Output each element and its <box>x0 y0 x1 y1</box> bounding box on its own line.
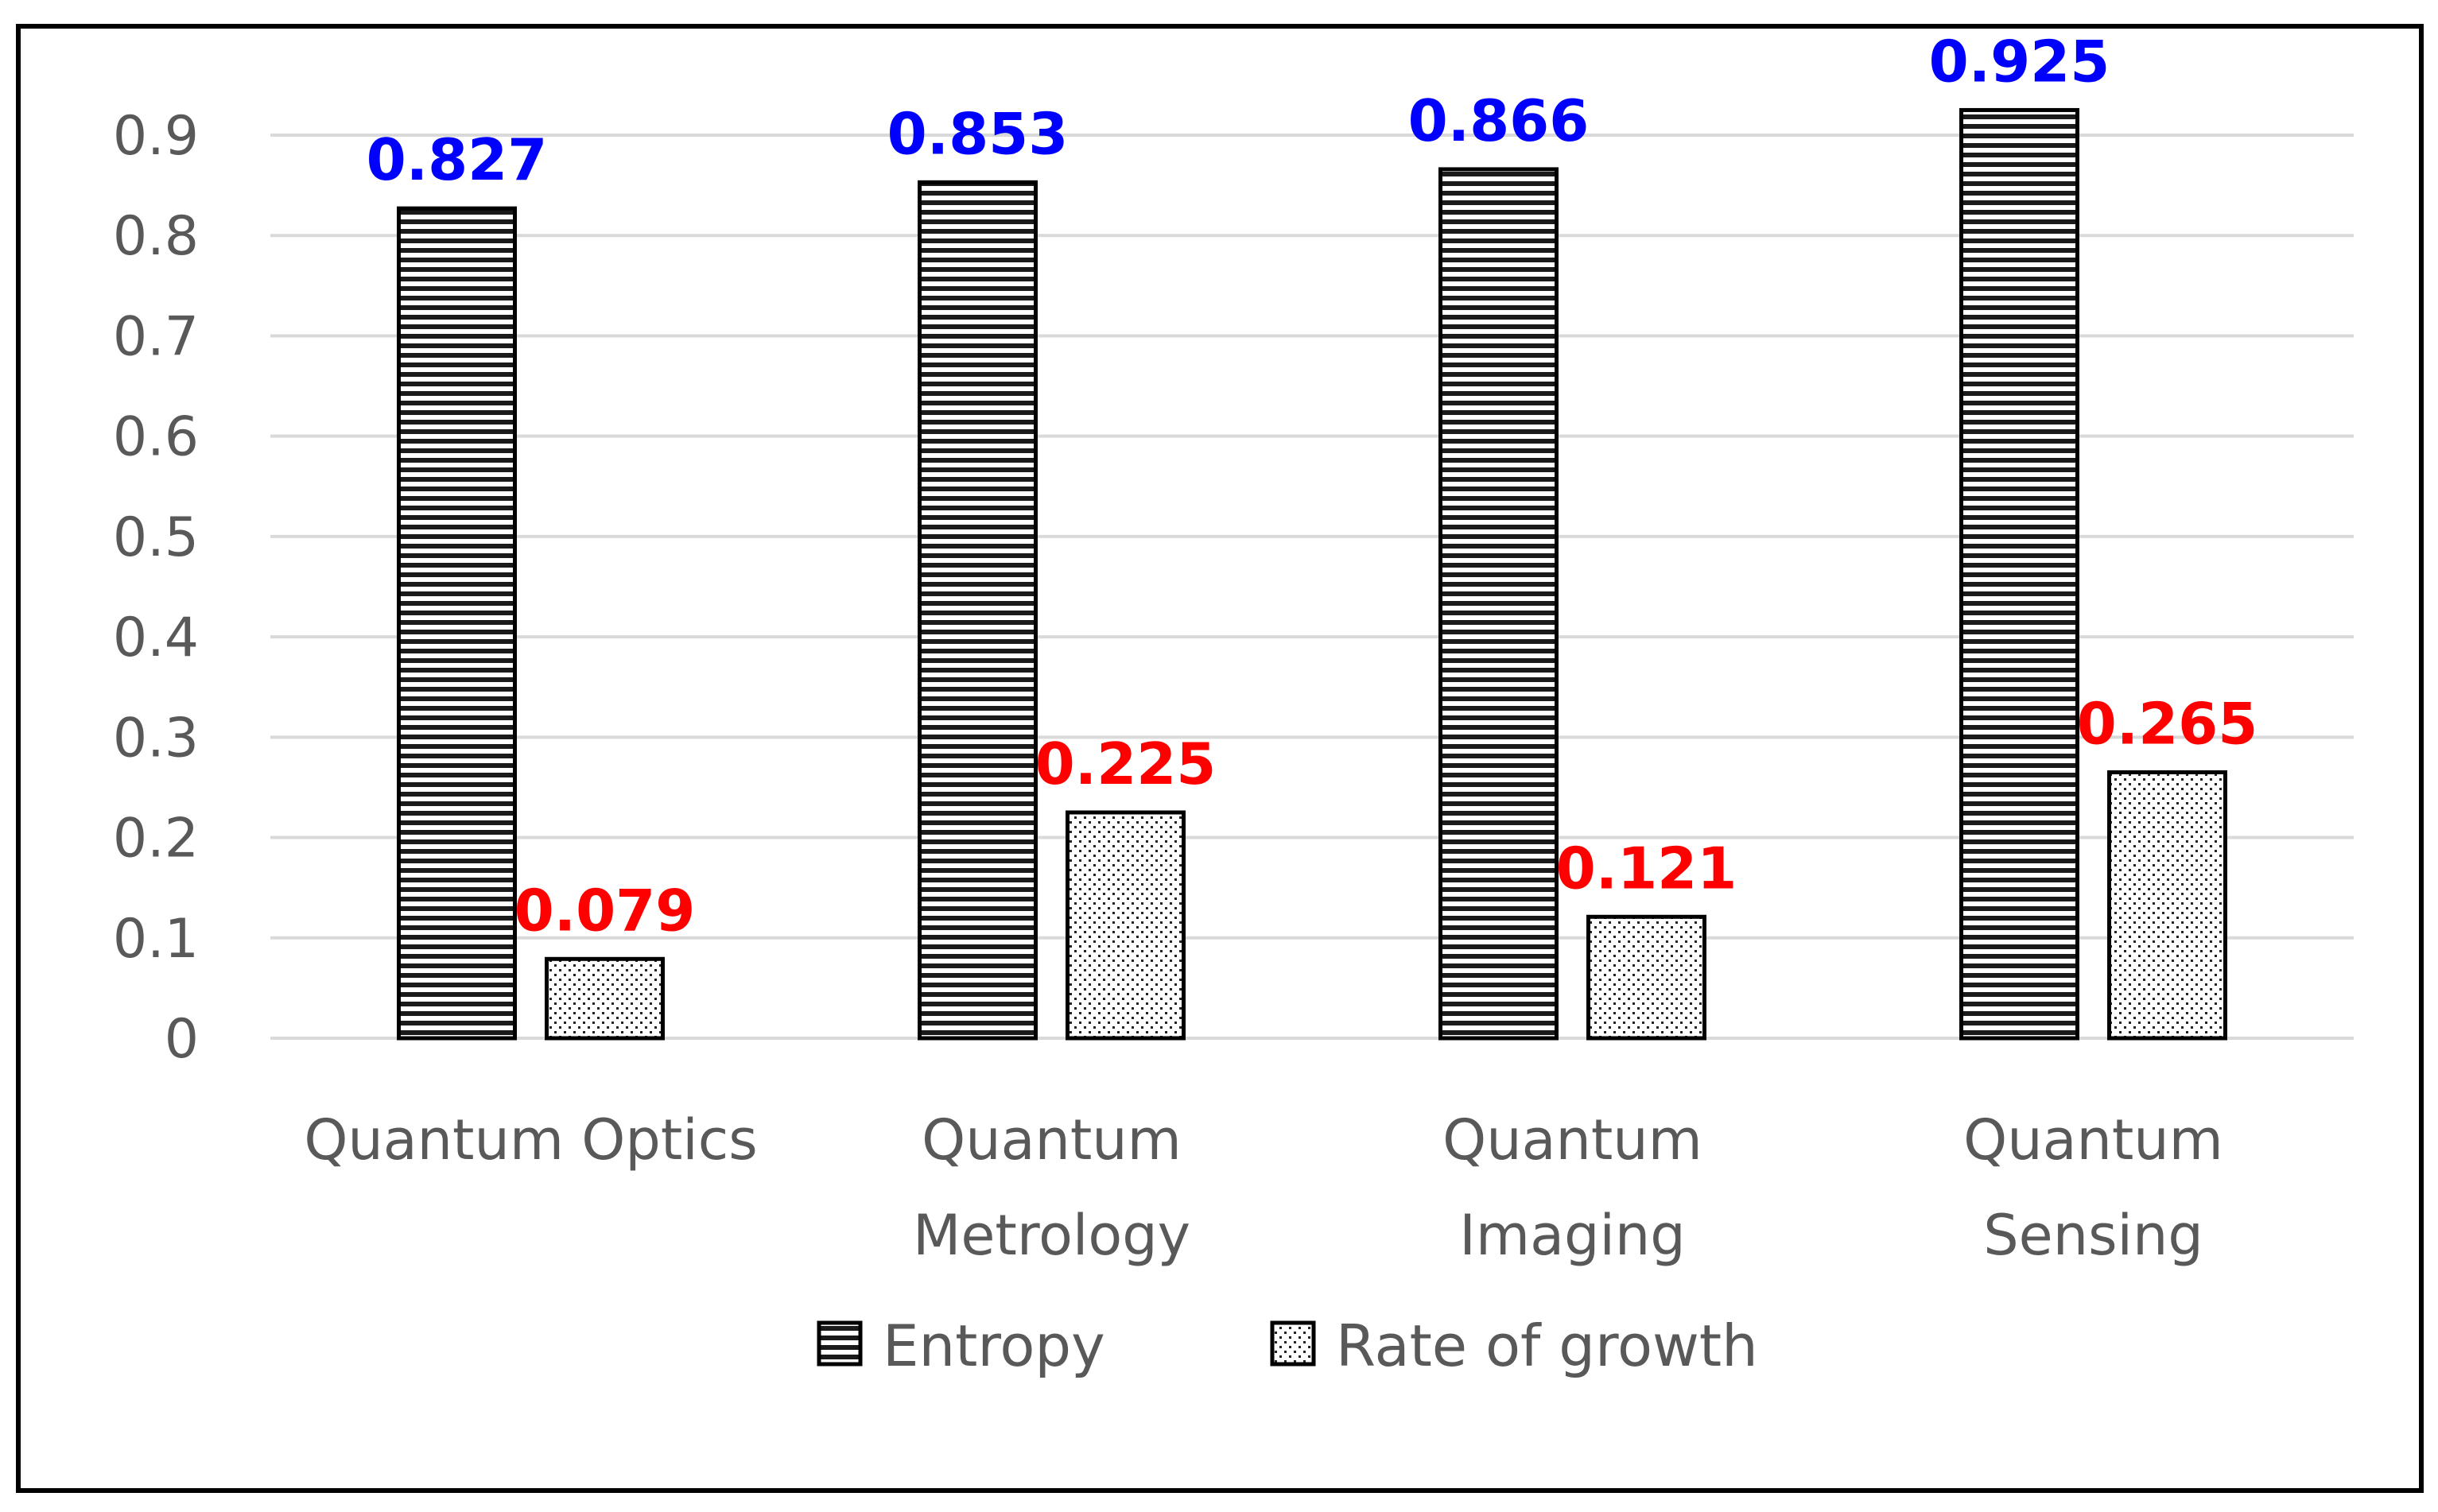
category-label: Quantum <box>922 1107 1182 1173</box>
legend: Entropy Rate of growth <box>817 1312 1758 1379</box>
bar-rate-of-growth <box>1586 914 1706 1041</box>
data-label: 0.265 <box>2077 691 2258 758</box>
y-tick-label: 0.2 <box>113 808 199 870</box>
bar-rate-of-growth <box>1066 810 1186 1041</box>
legend-stripes-swatch <box>817 1320 863 1367</box>
category-labels: Quantum Optics Quantum Metrology Quantum Ima… <box>304 1107 2223 1268</box>
legend-dots-swatch <box>1270 1320 1316 1367</box>
data-label: 0.079 <box>514 877 696 944</box>
y-tick-label: 0 <box>165 1008 199 1071</box>
y-tick-label: 0.6 <box>113 406 199 469</box>
y-tick-label: 0.1 <box>113 908 199 971</box>
data-label: 0.225 <box>1035 731 1217 797</box>
bar-entropy <box>1959 107 2079 1041</box>
bars <box>397 107 2227 1041</box>
data-label: 0.121 <box>1556 835 1737 901</box>
y-axis-ticks: 0 0.1 0.2 0.3 0.4 0.5 0.6 0.7 0.8 0.9 <box>113 105 199 1071</box>
y-tick-label: 0.3 <box>113 707 199 770</box>
bar-entropy <box>1438 167 1559 1041</box>
y-tick-label: 0.7 <box>113 305 199 368</box>
legend-item: Entropy <box>817 1312 1105 1379</box>
data-label: 0.925 <box>1929 28 2110 95</box>
y-tick-label: 0.5 <box>113 506 199 569</box>
bar-rate-of-growth <box>545 956 665 1041</box>
bar-rate-of-growth <box>2107 770 2227 1041</box>
category-label: Quantum Optics <box>304 1107 757 1173</box>
legend-label: Entropy <box>883 1312 1105 1379</box>
y-tick-label: 0.9 <box>113 105 199 168</box>
category-label: Sensing <box>1983 1203 2203 1268</box>
bar-entropy <box>397 206 517 1041</box>
y-tick-label: 0.4 <box>113 607 199 669</box>
category-label: Quantum <box>1963 1107 2223 1173</box>
legend-label: Rate of growth <box>1336 1312 1758 1379</box>
data-label: 0.827 <box>367 126 548 193</box>
bar-entropy <box>918 180 1038 1041</box>
data-labels: 0.827 0.079 0.853 0.225 0.866 0.121 0.925 0.265 <box>367 28 2258 944</box>
y-tick-label: 0.8 <box>113 205 199 268</box>
legend-item: Rate of growth <box>1270 1312 1758 1379</box>
category-label: Imaging <box>1459 1203 1685 1268</box>
category-label: Quantum <box>1442 1107 1702 1173</box>
data-label: 0.866 <box>1408 87 1590 154</box>
category-label: Metrology <box>913 1203 1190 1268</box>
data-label: 0.853 <box>887 100 1069 167</box>
